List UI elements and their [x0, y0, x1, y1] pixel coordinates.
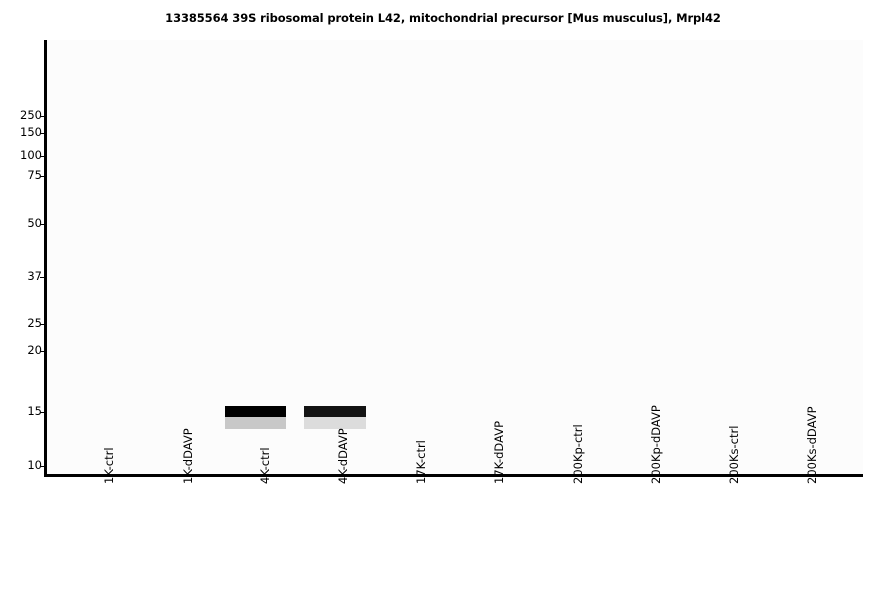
y-axis-tick-mark [40, 466, 44, 467]
y-axis-tick-mark [40, 176, 44, 177]
y-axis-tick-label: 20 [27, 343, 42, 357]
x-axis-tick-label: 4K-ctrl [258, 447, 272, 484]
y-axis-tick-mark [40, 351, 44, 352]
gel-band [225, 417, 286, 429]
x-axis-tick-label: 17K-ctrl [414, 440, 428, 484]
x-axis-tick-label: 1K-dDAVP [181, 428, 195, 484]
gel-band [225, 406, 286, 417]
y-axis-tick-mark [40, 324, 44, 325]
y-axis-line [44, 40, 47, 477]
y-axis-tick-label: 150 [20, 125, 42, 139]
y-axis-tick-label: 75 [27, 168, 42, 182]
x-axis-tick-label: 200Kp-dDAVP [649, 405, 663, 484]
y-axis-tick-mark [40, 224, 44, 225]
y-axis-tick-label: 15 [27, 404, 42, 418]
y-axis-tick-mark [40, 156, 44, 157]
y-axis-tick-label: 50 [27, 216, 42, 230]
gel-band [304, 417, 366, 429]
y-axis-tick-label: 25 [27, 316, 42, 330]
plot-area [47, 40, 863, 476]
y-axis-tick-label: 37 [27, 269, 42, 283]
page-title: 13385564 39S ribosomal protein L42, mito… [165, 11, 721, 25]
y-axis-tick-label: 100 [20, 148, 42, 162]
y-axis-tick-label: 250 [20, 108, 42, 122]
x-axis-tick-label: 200Ks-ctrl [727, 425, 741, 484]
x-axis-tick-label: 200Ks-dDAVP [805, 406, 819, 484]
x-axis-tick-label: 17K-dDAVP [492, 420, 506, 484]
x-axis-tick-label: 1K-ctrl [102, 447, 116, 484]
y-axis-tick-labels: 250 150 100 75 50 37 25 20 15 10 [0, 0, 44, 595]
y-axis-tick-label: 10 [27, 458, 42, 472]
x-axis-tick-label: 4K-dDAVP [336, 428, 350, 484]
x-axis-tick-label: 200Kp-ctrl [571, 424, 585, 484]
y-axis-tick-mark [40, 133, 44, 134]
y-axis-tick-mark [40, 412, 44, 413]
y-axis-tick-mark [40, 277, 44, 278]
gel-band [304, 406, 366, 417]
x-axis-line [44, 474, 863, 477]
y-axis-tick-mark [40, 116, 44, 117]
